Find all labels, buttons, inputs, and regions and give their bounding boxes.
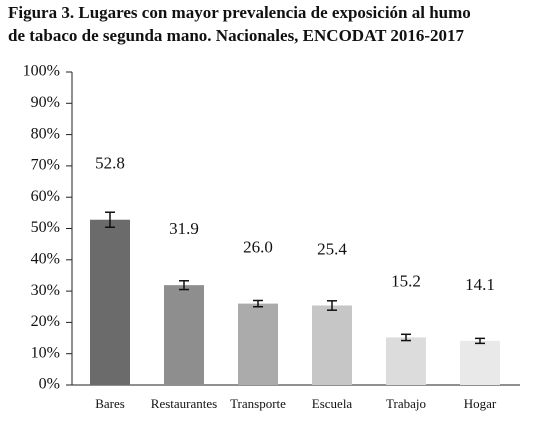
y-tick-label: 0% bbox=[39, 376, 60, 393]
x-tick-label: Transporte bbox=[230, 396, 286, 411]
data-label: 14.1 bbox=[465, 275, 495, 294]
y-tick-label: 30% bbox=[31, 282, 60, 299]
data-label: 26.0 bbox=[243, 238, 273, 257]
y-tick-label: 20% bbox=[31, 313, 60, 330]
y-tick-label: 100% bbox=[23, 63, 60, 80]
y-tick-label: 60% bbox=[31, 188, 60, 205]
chart-title: Figura 3. Lugares con mayor prevalencia … bbox=[8, 3, 471, 22]
y-tick-label: 80% bbox=[31, 125, 60, 142]
y-tick-label: 40% bbox=[31, 250, 60, 267]
bar bbox=[386, 337, 426, 385]
x-tick-label: Trabajo bbox=[386, 396, 426, 411]
x-tick-label: Bares bbox=[95, 396, 125, 411]
x-tick-label: Hogar bbox=[464, 396, 497, 411]
y-tick-label: 70% bbox=[31, 157, 60, 174]
bar bbox=[238, 303, 278, 385]
bar bbox=[164, 285, 204, 385]
x-tick-label: Escuela bbox=[312, 396, 353, 411]
bar bbox=[90, 219, 130, 385]
x-tick-label: Restaurantes bbox=[151, 396, 217, 411]
data-label: 15.2 bbox=[391, 271, 421, 290]
y-tick-label: 90% bbox=[31, 94, 60, 111]
chart-subtitle: de tabaco de segunda mano. Nacionales, E… bbox=[8, 26, 465, 45]
bar bbox=[460, 340, 500, 385]
data-label: 52.8 bbox=[95, 154, 125, 173]
y-tick-label: 10% bbox=[31, 344, 60, 361]
y-tick-label: 50% bbox=[31, 219, 60, 236]
data-label: 25.4 bbox=[317, 239, 347, 258]
data-label: 31.9 bbox=[169, 219, 199, 238]
bar bbox=[312, 305, 352, 385]
